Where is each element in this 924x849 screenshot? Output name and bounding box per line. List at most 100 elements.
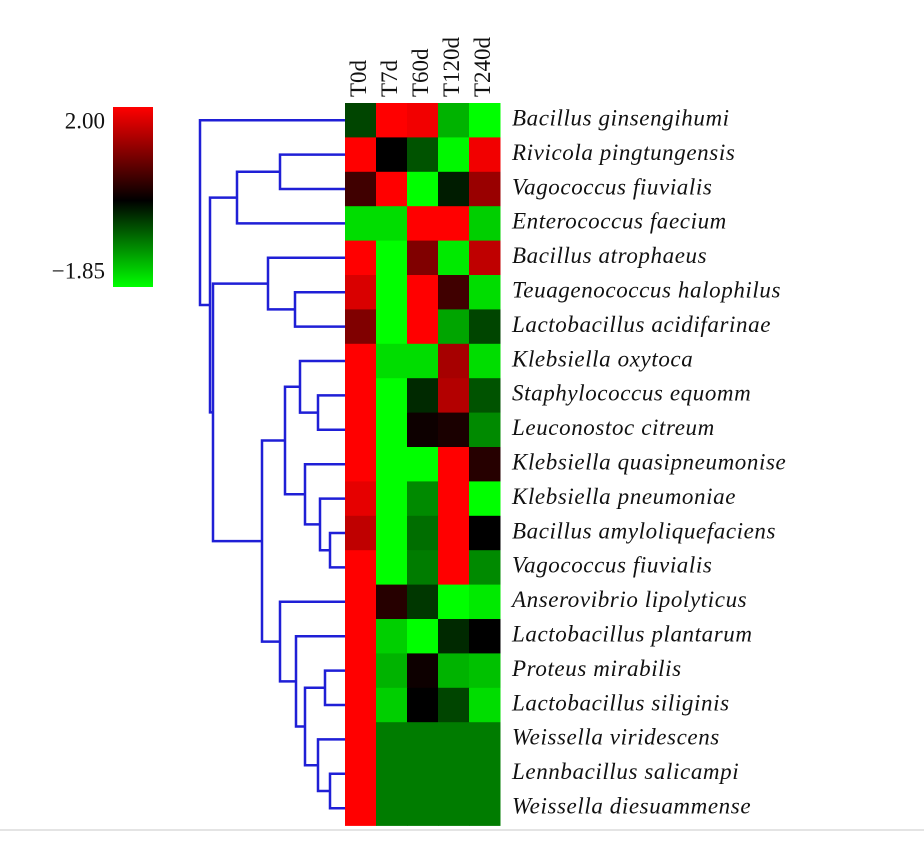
heatmap-cell (438, 309, 470, 345)
heatmap-cell (407, 206, 439, 242)
column-label: T240d (470, 36, 495, 97)
heatmap-cell (345, 343, 377, 379)
heatmap-cell (469, 481, 501, 517)
heatmap-cell (407, 722, 439, 758)
row-label: Lennbacillus salicampi (511, 759, 739, 784)
row-label: Proteus mirabilis (511, 656, 682, 681)
heatmap-cell (438, 550, 470, 586)
heatmap-cell (469, 309, 501, 345)
heatmap-cell (438, 653, 470, 689)
heatmap-cell (376, 515, 408, 551)
heatmap-cell (469, 653, 501, 689)
heatmap-cell (376, 309, 408, 345)
heatmap-cell (438, 447, 470, 482)
heatmap-cell (438, 619, 470, 654)
heatmap-cell (407, 756, 439, 792)
heatmap-cell (345, 584, 377, 620)
heatmap-cell (438, 171, 470, 207)
heatmap-cell (469, 791, 501, 826)
heatmap-cell (469, 687, 501, 723)
row-label: Leuconostoc citreum (511, 415, 715, 440)
colorbar-label: 2.00 (65, 108, 105, 133)
heatmap-cell (407, 378, 439, 414)
heatmap-cell (376, 240, 408, 276)
heatmap-cell (407, 171, 439, 207)
heatmap-cell (407, 447, 439, 482)
row-label: Enterococcus faecium (511, 209, 727, 234)
heatmap-cell (376, 343, 408, 379)
heatmap-cell (345, 722, 377, 758)
row-label: Bacillus atrophaeus (512, 243, 707, 268)
row-label: Vagococcus fiuvialis (512, 174, 712, 199)
heatmap-cell (376, 171, 408, 207)
heatmap-cell (345, 240, 377, 276)
heatmap-cell (438, 103, 470, 138)
heatmap-cell (345, 550, 377, 586)
heatmap-cell (345, 687, 377, 723)
heatmap-cell (345, 206, 377, 242)
heatmap-cell (345, 619, 377, 654)
heatmap-cell (407, 687, 439, 723)
heatmap-cell (407, 791, 439, 826)
heatmap-cell (376, 447, 408, 482)
heatmap-cell (345, 481, 377, 517)
heatmap-cell (376, 481, 408, 517)
heatmap-cell (469, 275, 501, 310)
row-label: Lactobacillus siliginis (511, 690, 730, 715)
heatmap-cell (407, 240, 439, 276)
heatmap-cell (345, 103, 377, 138)
heatmap-cell (469, 206, 501, 242)
row-label: Weissella diesuammense (512, 793, 751, 818)
heatmap-cell (345, 309, 377, 345)
heatmap-cell (469, 619, 501, 654)
heatmap-cell (438, 378, 470, 414)
heatmap-cell (345, 275, 377, 310)
heatmap-cell (376, 206, 408, 242)
heatmap-cell (438, 687, 470, 723)
column-label: T60d (408, 48, 433, 97)
heatmap-cell (407, 481, 439, 517)
row-label: Anserovibrio lipolyticus (510, 587, 747, 612)
heatmap-cell (438, 791, 470, 826)
column-label: T0d (346, 59, 371, 97)
column-label: T120d (439, 36, 464, 97)
colorbar-label: −1.85 (52, 258, 105, 283)
row-label: Rivicola pingtungensis (511, 140, 735, 165)
row-label: Klebsiella quasipneumonise (511, 449, 786, 474)
row-label: Staphylococcus equomm (512, 381, 751, 406)
heatmap-cell (469, 137, 501, 173)
heatmap-cell (438, 275, 470, 310)
heatmap-cell (469, 722, 501, 758)
heatmap-cell (345, 791, 377, 826)
heatmap-cell (469, 378, 501, 414)
heatmap-cell (407, 309, 439, 345)
heatmap-cell (376, 412, 408, 448)
heatmap-cell (376, 756, 408, 792)
heatmap-cell (345, 515, 377, 551)
heatmap-cell (407, 653, 439, 689)
heatmap-cell (469, 447, 501, 482)
heatmap-cell (345, 447, 377, 482)
colorbar (113, 107, 153, 287)
heatmap-cell (407, 412, 439, 448)
heatmap-cell (469, 240, 501, 276)
heatmap-cell (407, 515, 439, 551)
heatmap-cell (469, 343, 501, 379)
heatmap-cell (438, 412, 470, 448)
heatmap-cell (376, 687, 408, 723)
dendrogram (198, 118, 345, 810)
heatmap-cell (438, 343, 470, 379)
row-label: Bacillus amyloliquefaciens (512, 518, 776, 543)
heatmap-cell (407, 584, 439, 620)
heatmap-cell (345, 171, 377, 207)
heatmap-cell (438, 206, 470, 242)
heatmap-cell (438, 756, 470, 792)
heatmap-cell (407, 343, 439, 379)
row-label: Lactobacillus plantarum (511, 621, 753, 646)
row-label: Lactobacillus acidifarinae (511, 312, 771, 337)
heatmap-cell (345, 653, 377, 689)
heatmap-cell (469, 103, 501, 138)
heatmap-cell (469, 550, 501, 586)
heatmap-cell (345, 756, 377, 792)
